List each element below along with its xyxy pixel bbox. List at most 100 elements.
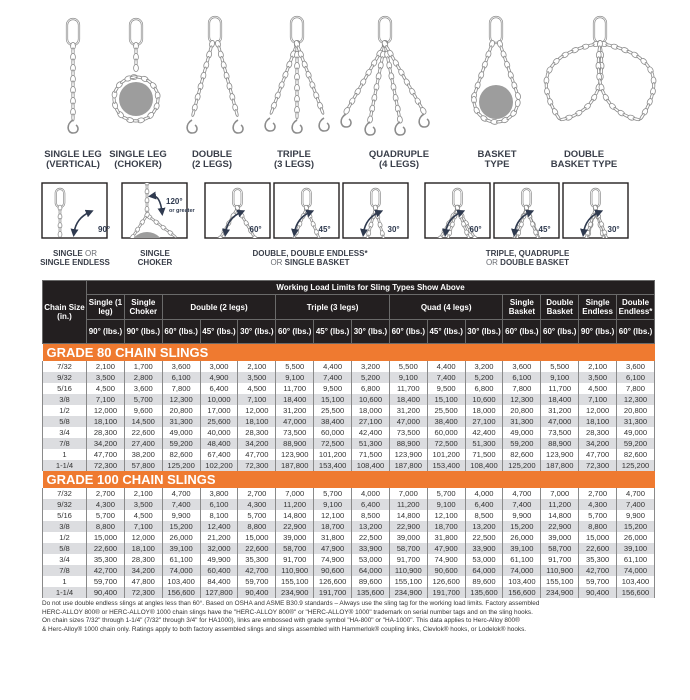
load-cell: 7,400	[502, 499, 542, 510]
chain-link-icon	[320, 242, 324, 248]
footnote-line: On chain sizes 7/32" through 1-1/4" (7/3…	[42, 617, 520, 625]
load-cell: 42,700	[86, 565, 125, 576]
angle-header: 60° (lbs.)	[540, 319, 580, 344]
table-title: Working Load Limits for Sling Types Show…	[86, 280, 655, 295]
table-row: 1 47,700 38,200 82,600 67,400 47,700 123,900 10…	[42, 449, 655, 460]
chain-size-cell: 5/8	[42, 543, 87, 554]
load-cell: 5,500	[275, 361, 315, 372]
master-link-icon	[65, 17, 81, 47]
load-cell: 12,000	[86, 405, 125, 416]
table-row: 7/8 42,700 34,200 74,000 60,400 42,700 110,900…	[42, 565, 655, 576]
chain-link-icon	[191, 109, 196, 117]
angle-value: 60°	[470, 225, 482, 234]
load-cell: 31,300	[616, 416, 655, 427]
load-cell: 26,000	[502, 532, 542, 543]
chain-link-icon	[607, 256, 612, 263]
grade-section-title: GRADE 80 CHAIN SLINGS	[42, 343, 655, 361]
load-cell: 156,600	[502, 587, 542, 598]
chain-size-cell: 7/8	[42, 438, 87, 449]
load-cell: 59,200	[616, 438, 655, 449]
load-cell: 18,700	[426, 521, 466, 532]
load-cell: 3,600	[502, 361, 542, 372]
chain-link-icon	[472, 235, 478, 238]
chain-size-cell: 1	[42, 449, 87, 460]
angle-header: 60° (lbs.)	[616, 319, 655, 344]
chain-link-icon	[215, 239, 220, 245]
load-cell: 3,800	[199, 488, 239, 499]
load-cell: 82,600	[502, 449, 542, 460]
label-triple: TRIPLE (3 LEGS)	[273, 149, 315, 170]
load-cell: 155,100	[275, 576, 315, 587]
load-cell: 10,600	[464, 394, 504, 405]
chain-link-icon	[609, 260, 612, 266]
hook-icon	[418, 113, 430, 128]
load-cell: 155,100	[388, 576, 428, 587]
load-cell: 10,600	[351, 394, 390, 405]
load-cell: 123,900	[388, 449, 428, 460]
load-cell: 187,800	[540, 460, 580, 471]
load-cell: 27,400	[123, 438, 163, 449]
load-cell: 3,600	[616, 361, 655, 372]
sling-type-labels: SINGLE LEG (VERTICAL) SINGLE LEG (CHOKER…	[0, 150, 690, 174]
load-cell: 2,700	[86, 488, 125, 499]
load-cell: 47,900	[313, 543, 353, 554]
footnote: Do not use double endless slings at angl…	[42, 600, 662, 634]
load-cell: 18,100	[237, 416, 277, 427]
load-cell: 28,300	[237, 427, 277, 438]
load-cell: 5,700	[86, 510, 125, 521]
grade-section-title: GRADE 100 CHAIN SLINGS	[42, 471, 655, 488]
table-row: 7/32 2,700 2,100 4,700 3,800 2,700 7,000 5,700 4…	[42, 488, 655, 499]
load-cell: 22,500	[464, 532, 504, 543]
chain-link-icon	[133, 63, 139, 72]
load-cell: 31,200	[388, 405, 428, 416]
load-cell: 3,600	[123, 383, 163, 394]
load-cell: 21,200	[199, 532, 239, 543]
load-cell: 47,000	[388, 416, 428, 427]
chain-link-icon	[317, 237, 323, 238]
load-cell: 14,500	[123, 416, 163, 427]
label-basket: BASKET TYPE	[477, 149, 517, 170]
label-double-basket: DOUBLE BASKET TYPE	[550, 149, 618, 170]
chain-part	[378, 16, 392, 44]
load-cell: 4,500	[578, 383, 618, 394]
load-cell: 18,400	[540, 394, 580, 405]
load-cell: 126,600	[426, 576, 466, 587]
load-cell: 234,900	[275, 587, 315, 598]
load-cell: 28,300	[86, 427, 125, 438]
load-cell: 34,200	[237, 438, 277, 449]
table-row: 1/2 12,000 9,600 20,800 17,000 12,000 31,200 25…	[42, 405, 655, 416]
load-cell: 7,800	[161, 383, 201, 394]
load-cell: 90,400	[578, 587, 618, 598]
load-cell: 7,100	[123, 521, 163, 532]
text: DOUBLE BASKET	[497, 258, 570, 267]
label-single-choker: SINGLE LEG (CHOKER)	[109, 149, 167, 170]
load-cell: 4,700	[616, 488, 655, 499]
chain-link-icon	[289, 242, 293, 248]
column-group-header: Double Basket	[540, 294, 580, 320]
load-cell: 8,100	[199, 510, 239, 521]
chain-size-cell: 9/32	[42, 372, 87, 383]
load-cell: 11,700	[275, 383, 315, 394]
load-cell: 191,700	[426, 587, 466, 598]
load-cell: 64,000	[351, 565, 390, 576]
load-cell: 15,200	[502, 521, 542, 532]
load-cell: 74,000	[616, 565, 655, 576]
load-cell: 51,300	[351, 438, 390, 449]
load-cell: 42,700	[237, 565, 277, 576]
chain-part	[489, 16, 503, 44]
angle-arrow-icon	[291, 209, 315, 237]
load-cell: 4,400	[313, 361, 353, 372]
load-cell: 25,500	[426, 405, 466, 416]
load-cell: 4,300	[86, 499, 125, 510]
angle-diagram: 90°	[41, 182, 110, 239]
load-cell: 7,000	[275, 488, 315, 499]
angle-diagram: 30°	[342, 182, 409, 239]
load-cell: 15,000	[237, 532, 277, 543]
chain-part	[593, 16, 607, 44]
load-cell: 8,500	[464, 510, 504, 521]
chain-link-icon	[252, 235, 258, 238]
load-cell: 103,400	[502, 576, 542, 587]
load-cell: 18,100	[123, 543, 163, 554]
table-row: 7/8 34,200 27,400 59,200 48,400 34,200 88,900 7…	[42, 438, 655, 449]
chain-size-cell: 1/2	[42, 405, 87, 416]
